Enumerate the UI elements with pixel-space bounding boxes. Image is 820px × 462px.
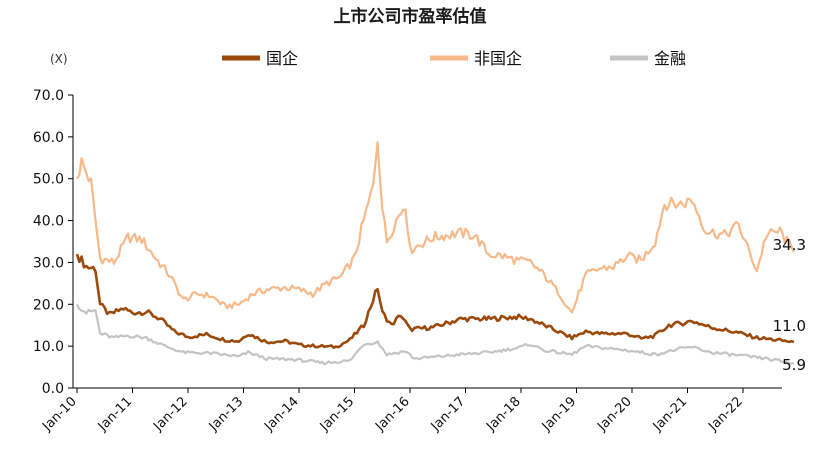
x-tick-label: Jan-11 bbox=[95, 394, 136, 435]
y-tick-label: 70.0 bbox=[33, 88, 64, 104]
y-tick-label: 40.0 bbox=[33, 214, 64, 230]
series-line-2 bbox=[76, 303, 794, 366]
y-unit-label: (X) bbox=[50, 52, 68, 66]
end-value-label: 34.3 bbox=[773, 236, 806, 254]
x-tick-label: Jan-19 bbox=[539, 394, 580, 435]
end-value-label: 5.9 bbox=[782, 356, 806, 374]
end-value-label: 11.0 bbox=[773, 317, 806, 335]
x-tick-label: Jan-12 bbox=[150, 394, 191, 435]
series-layer bbox=[75, 141, 795, 366]
x-axis: Jan-10 Jan-11 Jan-12 Jan-13 Jan-14 Jan-15 Jan-… bbox=[39, 387, 782, 435]
y-axis: 0.0 10.0 20.0 30.0 40.0 50.0 60.0 70.0 bbox=[33, 88, 74, 397]
x-tick-label: Jan-10 bbox=[39, 394, 80, 435]
x-tick-label: Jan-13 bbox=[206, 394, 247, 435]
y-tick-label: 10.0 bbox=[33, 339, 64, 355]
legend: 国企 非国企 金融 bbox=[222, 49, 686, 68]
legend-label: 非国企 bbox=[474, 49, 522, 68]
x-tick-label: Jan-15 bbox=[317, 394, 358, 435]
x-tick-label: Jan-22 bbox=[705, 394, 746, 435]
y-tick-label: 30.0 bbox=[33, 255, 64, 271]
legend-label: 金融 bbox=[654, 49, 686, 68]
x-tick-label: Jan-16 bbox=[372, 394, 413, 435]
x-tick-label: Jan-18 bbox=[483, 394, 524, 435]
chart-title: 上市公司市盈率估值 bbox=[334, 6, 487, 27]
y-tick-label: 50.0 bbox=[33, 172, 64, 188]
legend-label: 国企 bbox=[266, 49, 298, 68]
y-tick-label: 20.0 bbox=[33, 297, 64, 313]
x-tick-label: Jan-21 bbox=[650, 394, 691, 435]
series-line-0 bbox=[75, 253, 795, 349]
end-labels: 34.3 5.9 11.0 bbox=[773, 236, 806, 374]
x-tick-label: Jan-14 bbox=[261, 394, 302, 435]
x-tick-label: Jan-20 bbox=[594, 394, 635, 435]
y-tick-label: 0.0 bbox=[42, 381, 64, 397]
series-line-1 bbox=[76, 141, 795, 314]
y-tick-label: 60.0 bbox=[33, 130, 64, 146]
x-tick-label: Jan-17 bbox=[428, 394, 469, 435]
